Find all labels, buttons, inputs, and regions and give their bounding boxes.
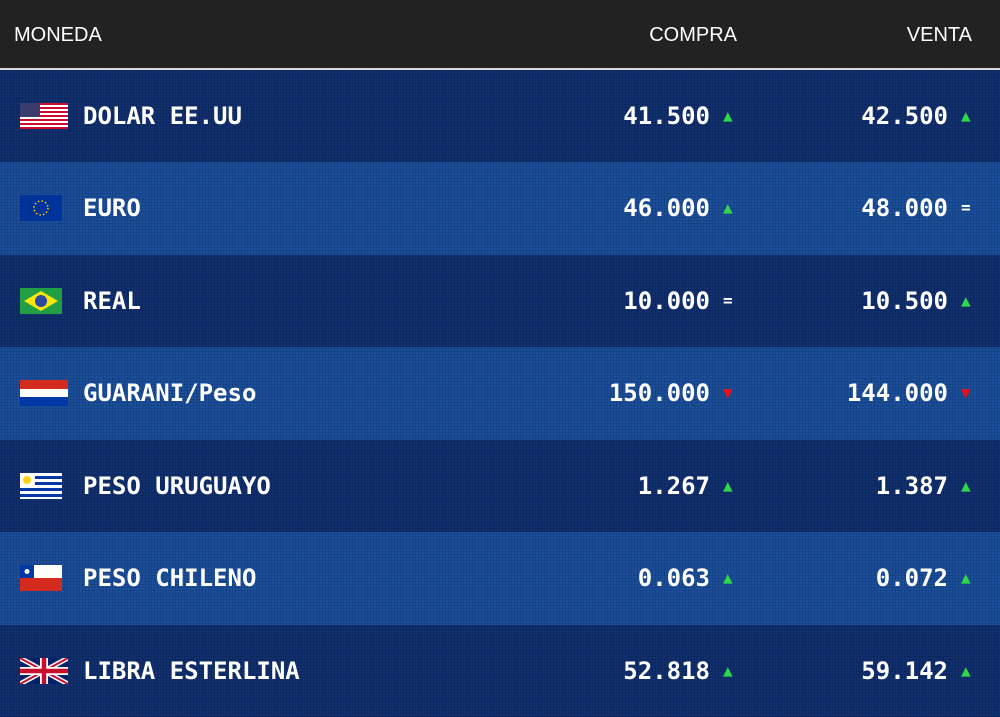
buy-rate: 46.000 — [623, 194, 710, 223]
flag-icon — [18, 655, 70, 690]
flag-icon — [20, 380, 68, 412]
sell-rate: 48.000 — [861, 194, 948, 223]
sell-rate: 0.072 — [875, 564, 948, 593]
sell-rate: 144.000 — [846, 379, 948, 408]
buy-trend: ▼ — [723, 383, 733, 403]
buy-rate: 150.000 — [608, 379, 710, 408]
sell-trend: ▲ — [961, 660, 971, 680]
header-cell: VENTA — [906, 24, 972, 46]
sell-trend: ▲ — [961, 568, 971, 588]
buy-trend: ▲ — [723, 660, 733, 680]
flag-icon — [20, 195, 62, 227]
currency-name: PESO URUGUAYO — [83, 471, 271, 500]
currency-row: GUARANI/Peso 150.000 ▼ 144.000 ▼ — [0, 347, 1000, 440]
currency-name: REAL — [83, 286, 141, 315]
buy-trend: ▲ — [723, 475, 733, 495]
flag-icon — [20, 287, 62, 320]
buy-trend: ▲ — [723, 198, 733, 218]
currency-name: GUARANI/Peso — [83, 379, 257, 408]
sell-rate: 59.142 — [861, 656, 948, 685]
flag-icon — [20, 103, 68, 135]
header-cell: MONEDA — [14, 24, 102, 46]
sell-trend: ▲ — [961, 475, 971, 495]
currency-name: EURO — [83, 194, 141, 223]
buy-trend: ▲ — [723, 568, 733, 588]
sell-rate: 10.500 — [861, 286, 948, 315]
currency-name: DOLAR EE.UU — [83, 102, 242, 130]
buy-rate: 0.063 — [637, 564, 710, 593]
buy-rate: 1.267 — [637, 471, 710, 500]
currency-row: EURO 46.000 ▲ 48.000 = — [0, 162, 1000, 255]
currency-row: DOLAR EE.UU 41.500 ▲ 42.500 ▲ — [0, 70, 1000, 163]
buy-rate: 41.500 — [623, 102, 710, 130]
currency-row: PESO CHILENO 0.063 ▲ 0.072 ▲ — [0, 532, 1000, 625]
sell-rate: 1.387 — [875, 471, 948, 500]
header-row: MONEDA COMPRA VENTA — [0, 0, 1000, 70]
buy-trend: = — [723, 290, 733, 310]
header-cell: COMPRA — [649, 24, 737, 46]
buy-rate: 52.818 — [623, 656, 710, 685]
currency-row: PESO URUGUAYO 1.267 ▲ 1.387 ▲ — [0, 439, 1000, 533]
currency-name: LIBRA ESTERLINA — [83, 656, 300, 685]
buy-trend: ▲ — [723, 106, 733, 125]
sell-trend: ▼ — [961, 383, 971, 403]
buy-rate: 10.000 — [623, 286, 710, 315]
flag-icon — [20, 565, 62, 597]
sell-rate: 42.500 — [861, 102, 948, 130]
currency-row: REAL 10.000 = 10.500 ▲ — [0, 254, 1000, 348]
currency-name: PESO CHILENO — [83, 564, 257, 593]
sell-trend: ▲ — [961, 290, 971, 310]
currency-row: LIBRA ESTERLINA 52.818 ▲ 59.142 ▲ — [0, 624, 1000, 717]
sell-trend: = — [961, 198, 971, 218]
flag-icon — [20, 472, 62, 505]
sell-trend: ▲ — [961, 106, 971, 125]
